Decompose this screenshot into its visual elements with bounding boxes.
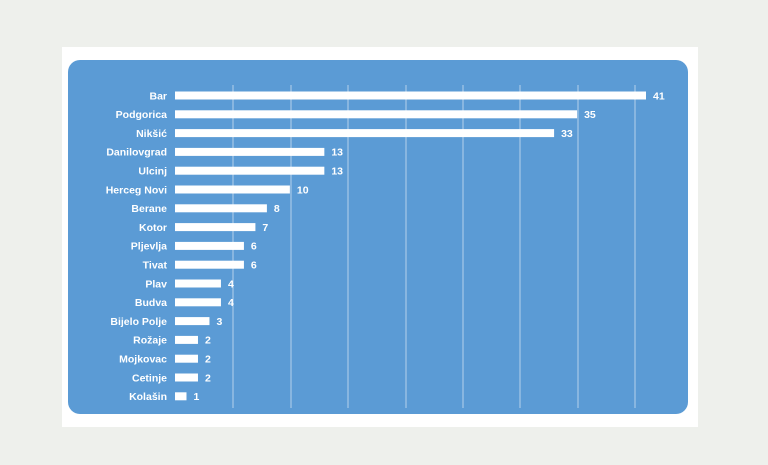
bar — [175, 185, 290, 194]
category-label: Plav — [145, 278, 167, 290]
value-label: 8 — [274, 203, 280, 215]
bar — [175, 91, 646, 100]
category-label: Bijelo Polje — [110, 316, 167, 328]
bar — [175, 260, 244, 269]
category-label: Ulcinj — [138, 166, 167, 178]
bar — [175, 110, 578, 119]
bar — [175, 129, 555, 138]
category-label: Danilovgrad — [106, 147, 167, 159]
value-label: 2 — [205, 372, 211, 384]
category-label: Berane — [131, 203, 167, 215]
category-label: Budva — [135, 297, 167, 309]
bar — [175, 298, 221, 307]
chart-panel — [68, 60, 688, 414]
category-label: Mojkovac — [119, 354, 167, 366]
value-label: 6 — [251, 241, 257, 253]
category-label: Kotor — [139, 222, 167, 234]
category-label: Kolašin — [129, 391, 167, 403]
value-label: 4 — [228, 297, 234, 309]
bars — [175, 91, 646, 401]
value-label: 7 — [262, 222, 268, 234]
bar — [175, 147, 325, 156]
bar — [175, 335, 198, 344]
category-label: Rožaje — [133, 335, 167, 347]
value-label: 1 — [193, 391, 199, 403]
gridlines — [232, 85, 636, 408]
bar — [175, 223, 256, 232]
bar — [175, 166, 325, 175]
bar — [175, 241, 244, 250]
value-label: 13 — [331, 166, 343, 178]
bar — [175, 279, 221, 288]
bar — [175, 392, 187, 401]
category-label: Herceg Novi — [106, 184, 167, 196]
value-label: 35 — [584, 109, 596, 121]
value-label: 33 — [561, 128, 573, 140]
bar — [175, 204, 267, 213]
bar — [175, 373, 198, 382]
value-label: 3 — [216, 316, 222, 328]
value-label: 4 — [228, 278, 234, 290]
category-label: Bar — [149, 90, 167, 102]
category-label: Podgorica — [116, 109, 168, 121]
value-label: 6 — [251, 260, 257, 272]
value-label: 2 — [205, 335, 211, 347]
bar — [175, 354, 198, 363]
category-labels: Bar Podgorica Nikšić Danilovgrad Ulcinj Herce… — [106, 90, 168, 403]
category-label: Tivat — [143, 260, 168, 272]
value-label: 41 — [653, 90, 665, 102]
value-label: 13 — [331, 147, 343, 159]
category-label: Cetinje — [132, 372, 167, 384]
bar — [175, 317, 210, 326]
category-label: Pljevlja — [131, 241, 167, 253]
category-label: Nikšić — [136, 128, 167, 140]
value-label: 10 — [297, 184, 309, 196]
value-label: 2 — [205, 354, 211, 366]
